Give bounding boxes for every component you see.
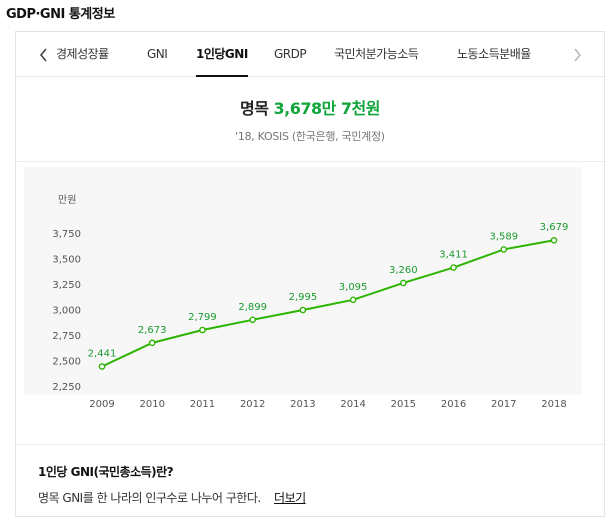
data-label: 2,441 <box>88 349 117 360</box>
chart-background <box>24 167 582 395</box>
x-tick-label: 2013 <box>290 399 315 410</box>
x-tick-label: 2012 <box>240 399 265 410</box>
data-label: 3,589 <box>489 231 518 242</box>
data-label: 2,899 <box>238 302 267 313</box>
page-title: GDP·GNI 통계정보 <box>6 7 115 22</box>
next-arrow-button[interactable] <box>566 32 588 76</box>
y-tick-label: 3,750 <box>52 229 81 240</box>
chevron-right-icon <box>573 47 581 62</box>
x-tick-label: 2010 <box>139 399 164 410</box>
chart-area: 만원 2,250 2,500 2,750 3,000 3,250 3,500 3,750 200… <box>24 167 582 417</box>
data-point <box>148 339 156 347</box>
tab-disposable-income[interactable]: 국민처분가능소득 <box>334 47 419 61</box>
tab-gni-per-capita[interactable]: 1인당GNI <box>196 32 248 77</box>
value-amount: 3,678만 7천원 <box>273 99 381 118</box>
value-label: 명목 <box>239 99 269 118</box>
tab-grdp[interactable]: GRDP <box>274 47 307 61</box>
data-point <box>299 306 307 314</box>
info-description: 명목 GNI를 한 나라의 인구수로 나누어 구한다. 더보기 <box>38 489 306 506</box>
source-text: '18, KOSIS (한국은행, 국민계정) <box>235 130 385 143</box>
data-label: 2,995 <box>289 292 318 303</box>
y-tick-label: 3,250 <box>52 280 81 291</box>
x-tick-label: 2011 <box>190 399 215 410</box>
data-label: 3,095 <box>339 282 368 293</box>
x-tick-label: 2016 <box>441 399 466 410</box>
x-tick-label: 2014 <box>340 399 365 410</box>
data-point <box>199 326 206 334</box>
value-line: 명목 3,678만 7천원 <box>16 95 604 119</box>
data-point <box>450 264 457 271</box>
series-line <box>101 239 555 368</box>
y-tick-label: 2,250 <box>52 382 81 393</box>
prev-arrow-button[interactable] <box>32 32 54 76</box>
tab-economic-growth[interactable]: 경제성장률 <box>56 47 109 61</box>
tab-bar: 경제성장률 GNI 1인당GNI GRDP 국민처분가능소득 노동소득분배율 <box>16 32 604 77</box>
y-tick-label: 3,500 <box>52 255 81 266</box>
data-label: 3,260 <box>389 265 418 276</box>
info-section: 1인당 GNI(국민총소득)란? 명목 GNI를 한 나라의 인구수로 나누어 … <box>16 444 604 517</box>
data-point <box>98 363 106 370</box>
tab-labor-share[interactable]: 노동소득분배율 <box>457 47 531 61</box>
data-point <box>400 279 407 287</box>
data-label: 2,799 <box>188 312 217 323</box>
stats-card: 경제성장률 GNI 1인당GNI GRDP 국민처분가능소득 노동소득분배율 명… <box>15 31 605 517</box>
line-chart: 만원 2,250 2,500 2,750 3,000 3,250 3,500 3,750 200… <box>52 194 569 410</box>
more-link[interactable]: 더보기 <box>274 491 306 505</box>
x-tick-label: 2009 <box>89 399 114 410</box>
y-unit-label: 만원 <box>58 194 76 206</box>
x-tick-label: 2015 <box>391 399 416 410</box>
y-tick-label: 2,500 <box>52 357 81 368</box>
data-point <box>249 316 256 324</box>
tab-gni[interactable]: GNI <box>147 47 168 61</box>
data-label: 2,673 <box>138 325 167 336</box>
data-point <box>349 296 357 304</box>
x-tick-label: 2017 <box>491 399 516 410</box>
chevron-left-icon <box>39 47 47 62</box>
info-description-text: 명목 GNI를 한 나라의 인구수로 나누어 구한다. <box>38 491 261 505</box>
data-point <box>550 236 558 244</box>
data-label: 3,411 <box>439 250 468 261</box>
info-title: 1인당 GNI(국민총소득)란? <box>38 465 174 479</box>
data-point <box>500 246 508 253</box>
y-tick-label: 3,000 <box>52 306 81 317</box>
data-label: 3,679 <box>540 222 569 233</box>
x-tick-label: 2018 <box>541 399 566 410</box>
y-tick-label: 2,750 <box>52 331 81 342</box>
summary-section: 명목 3,678만 7천원 '18, KOSIS (한국은행, 국민계정) <box>16 77 604 162</box>
